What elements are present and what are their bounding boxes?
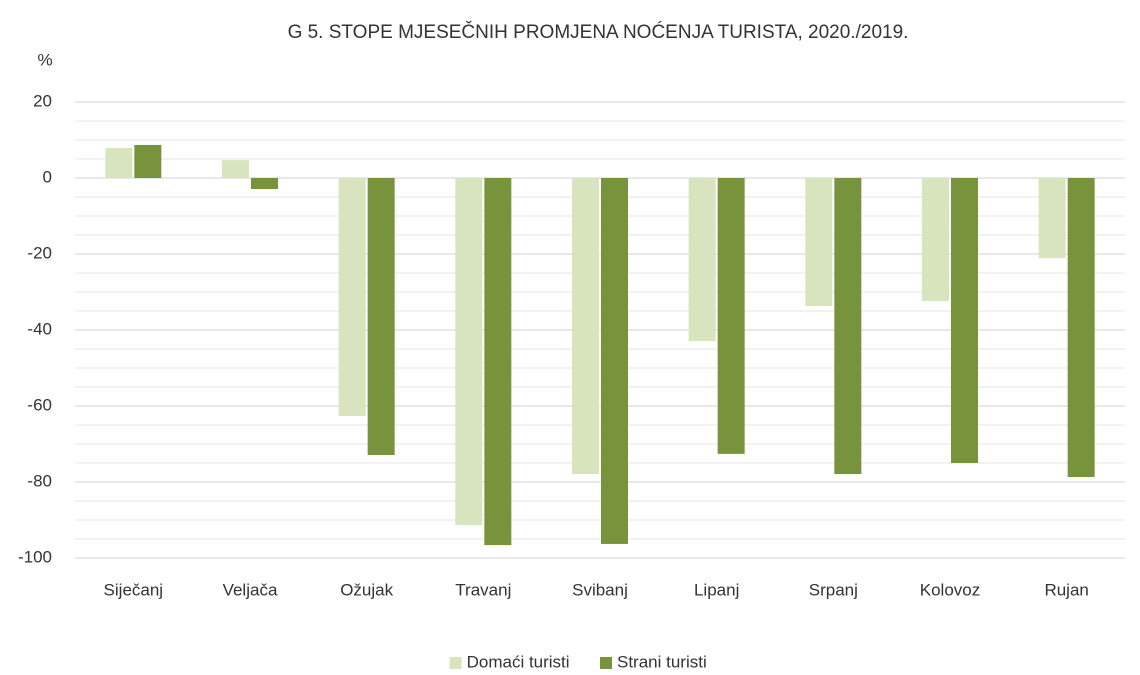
bar	[834, 178, 862, 475]
bar	[484, 178, 512, 546]
x-tick-label: Srpanj	[809, 580, 858, 599]
bar	[717, 178, 745, 454]
y-tick-label: -40	[27, 319, 52, 338]
bar	[922, 178, 949, 302]
bar	[134, 144, 162, 178]
bar	[455, 178, 483, 525]
y-tick-label: -20	[27, 243, 52, 262]
x-tick-label: Kolovoz	[920, 580, 980, 599]
bar	[1067, 178, 1095, 478]
y-tick-label: -80	[27, 471, 52, 490]
x-tick-label: Ožujak	[340, 580, 393, 599]
x-tick-label: Travanj	[455, 580, 511, 599]
bar	[1038, 178, 1066, 259]
legend-swatch	[449, 657, 462, 669]
x-tick-label: Rujan	[1044, 580, 1088, 599]
x-tick-label: Lipanj	[694, 580, 739, 599]
bar	[951, 178, 978, 463]
bar	[688, 178, 716, 342]
bar	[251, 178, 278, 190]
bar	[222, 160, 249, 178]
y-tick-label: 20	[33, 91, 52, 110]
y-tick-label: 0	[43, 167, 52, 186]
chart-title: G 5. STOPE MJESEČNIH PROMJENA NOĆENJA TU…	[288, 21, 909, 43]
x-tick-label: Svibanj	[572, 580, 628, 599]
bar	[105, 147, 133, 178]
bar	[572, 178, 599, 475]
legend-label: Strani turisti	[617, 652, 707, 671]
x-tick-label: Siječanj	[104, 580, 164, 599]
y-axis-label: %	[37, 50, 52, 69]
legend-swatch	[600, 657, 612, 669]
y-tick-label: -60	[27, 395, 52, 414]
bar	[805, 178, 833, 307]
x-tick-label: Veljača	[223, 580, 278, 599]
y-tick-label: -100	[18, 547, 52, 566]
bar	[338, 178, 366, 416]
legend-label: Domaći turisti	[467, 652, 570, 671]
bar	[601, 178, 628, 544]
bar	[367, 178, 395, 456]
